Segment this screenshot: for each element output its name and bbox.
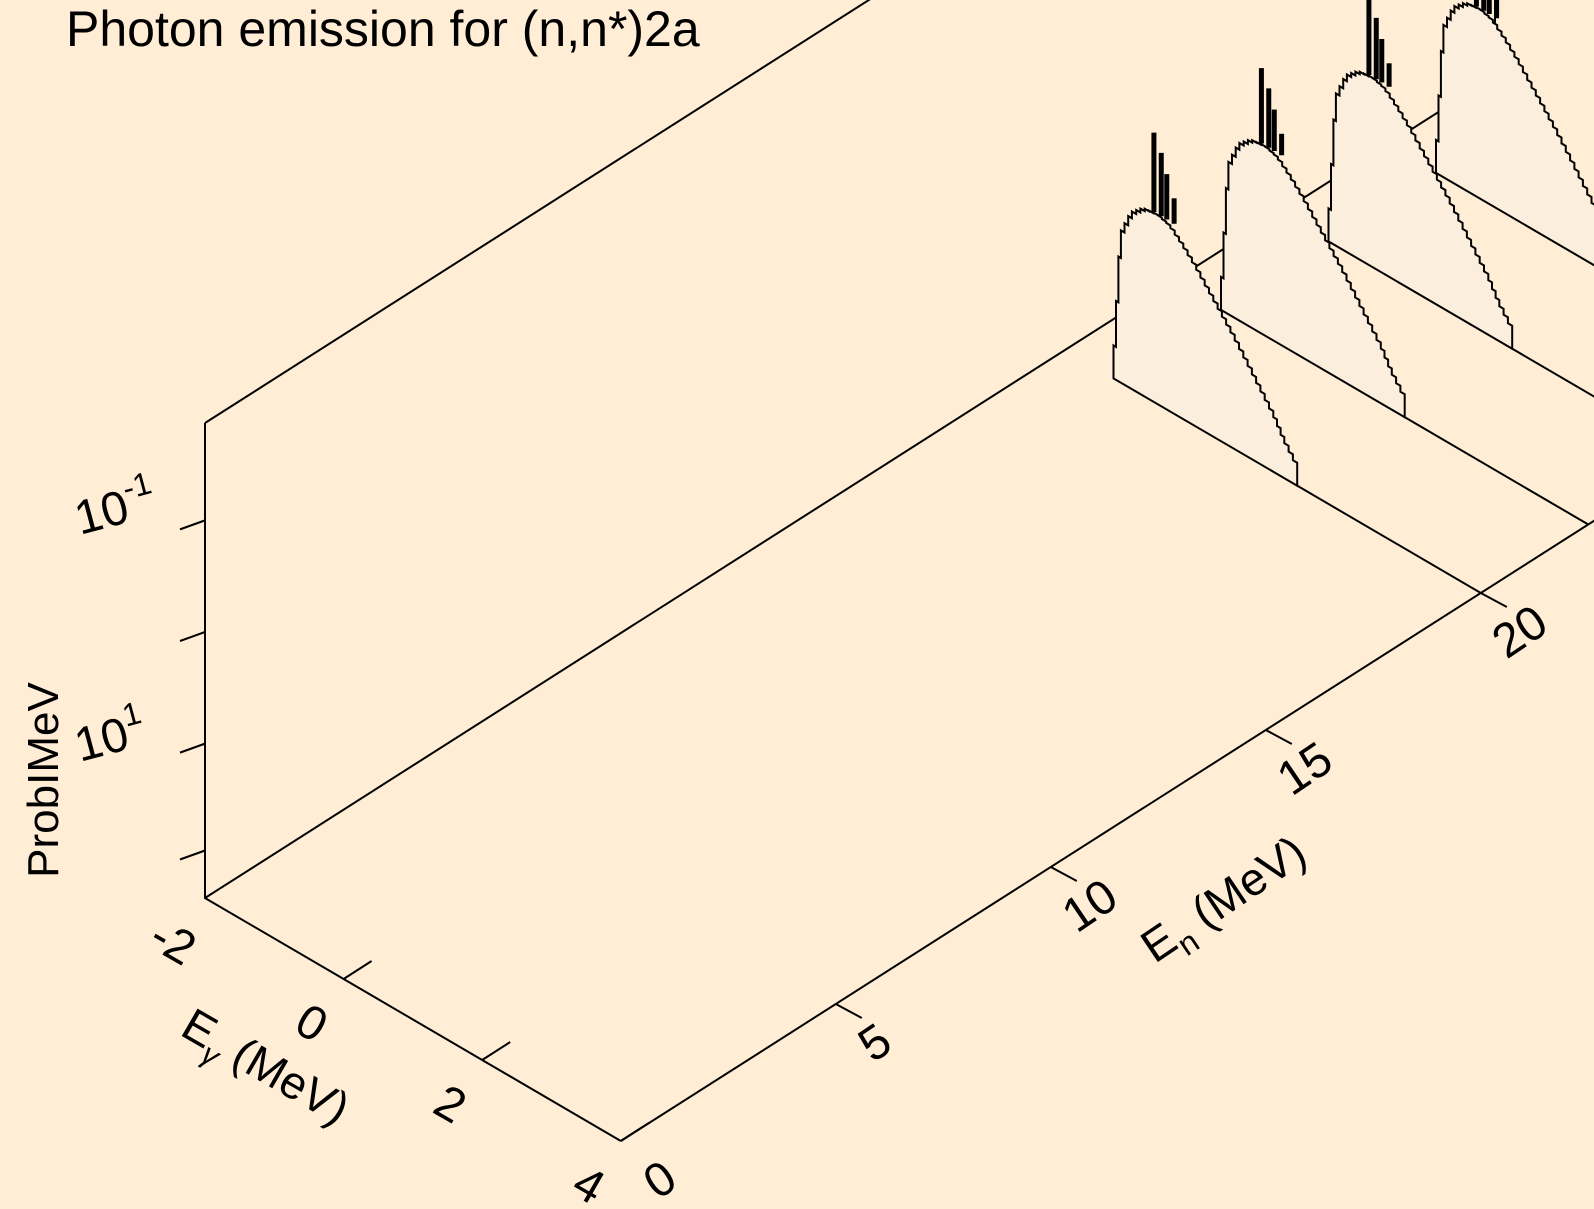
z-tick-label: 10-1 bbox=[67, 465, 162, 546]
spectrum-3 bbox=[1435, 0, 1594, 267]
y-tick bbox=[1480, 592, 1508, 608]
y-tick-label: 0 bbox=[634, 1151, 686, 1209]
y-tick-label: 10 bbox=[1053, 869, 1127, 943]
spectrum-area bbox=[1327, 69, 1514, 351]
spectrum-baseline-tail bbox=[1511, 347, 1594, 398]
z-tick bbox=[179, 519, 206, 531]
x-tick bbox=[481, 1041, 511, 1061]
x-tick-label: 2 bbox=[425, 1075, 475, 1134]
spectrum-area bbox=[1220, 138, 1406, 419]
x-tick-label: 4 bbox=[564, 1156, 614, 1209]
z-tick-label: 101 bbox=[67, 694, 152, 772]
x-axis-label: Eγ (MeV) bbox=[169, 998, 359, 1143]
x-tick-label: -2 bbox=[141, 909, 204, 976]
x-tick bbox=[343, 960, 373, 980]
wall-top-edge bbox=[204, 0, 871, 424]
y-tick-label: 20 bbox=[1483, 595, 1557, 669]
axis-line-front bbox=[204, 423, 622, 1142]
spectrum-0 bbox=[1112, 132, 1482, 594]
spectrum-2 bbox=[1327, 0, 1594, 398]
spectrum-baseline-tail bbox=[1296, 484, 1482, 594]
y-axis-label: En (MeV) bbox=[1131, 825, 1320, 980]
x-tick bbox=[620, 1122, 650, 1142]
z-tick bbox=[179, 849, 206, 861]
y-tick-label: 5 bbox=[849, 1014, 901, 1073]
y-tick-label: 15 bbox=[1268, 732, 1342, 806]
spectrum-baseline-tail bbox=[1404, 416, 1589, 526]
spectrum-area bbox=[1112, 206, 1299, 488]
y-tick bbox=[1265, 729, 1293, 745]
chart-title: Photon emission for (n,n*)2a bbox=[66, 1, 700, 57]
spectrum-1 bbox=[1220, 68, 1589, 526]
x-tick-label: 0 bbox=[287, 994, 337, 1053]
z-tick bbox=[179, 631, 206, 642]
z-tick bbox=[179, 742, 206, 754]
series-group bbox=[1112, 0, 1594, 594]
z-axis-label: ProbIMeV bbox=[19, 682, 68, 878]
y-tick bbox=[1050, 866, 1078, 882]
y-tick bbox=[835, 1003, 863, 1019]
ticks-group bbox=[179, 519, 1508, 1142]
